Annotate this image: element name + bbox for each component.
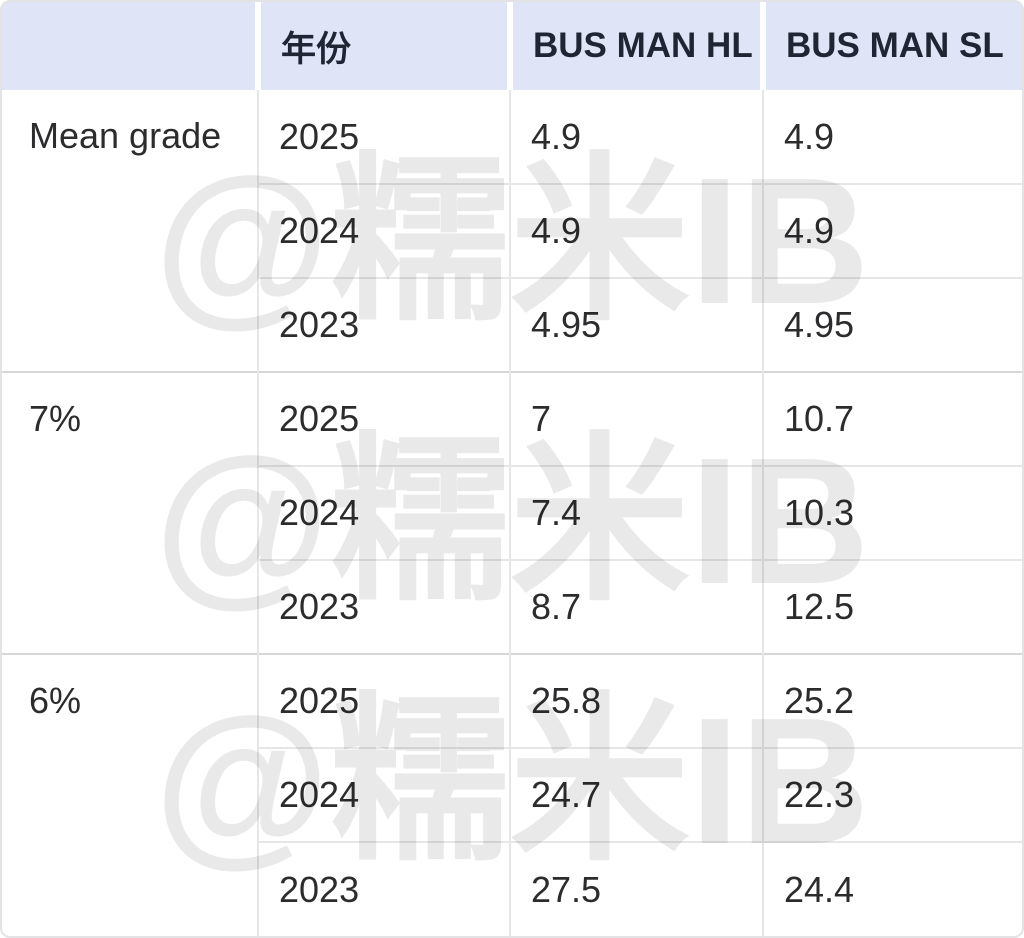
year-cell: 2025 bbox=[257, 90, 510, 184]
year-cell: 2024 bbox=[257, 465, 510, 560]
sl-value-cell: 10.3 bbox=[762, 465, 1022, 560]
table-row: 2024 4.9 4.9 bbox=[2, 183, 1022, 278]
year-cell: 2025 bbox=[257, 371, 510, 466]
year-cell: 2024 bbox=[257, 747, 510, 842]
year-cell: 2023 bbox=[257, 277, 510, 372]
table-row: 2023 4.95 4.95 bbox=[2, 277, 1022, 372]
table-row: 7% 2025 7 10.7 bbox=[2, 371, 1022, 654]
year-cell: 2024 bbox=[257, 183, 510, 278]
table-row: 2023 27.5 24.4 bbox=[2, 841, 1022, 936]
sl-value-cell: 12.5 bbox=[762, 559, 1022, 654]
hl-value-cell: 4.95 bbox=[509, 277, 763, 372]
hl-value-cell: 25.8 bbox=[509, 653, 763, 748]
sl-value-cell: 25.2 bbox=[762, 653, 1022, 748]
hl-value-cell: 8.7 bbox=[509, 559, 763, 654]
table-row: 2023 8.7 12.5 bbox=[2, 559, 1022, 654]
table-row: 2024 7.4 10.3 bbox=[2, 465, 1022, 560]
sl-value-cell: 24.4 bbox=[762, 841, 1022, 936]
sl-value-cell: 10.7 bbox=[762, 371, 1022, 466]
table-row: 6% 2025 25.8 25.2 bbox=[2, 653, 1022, 936]
table-row: Mean grade 2025 4.9 4.9 bbox=[2, 90, 1022, 372]
year-cell: 2023 bbox=[257, 841, 510, 936]
sl-value-cell: 4.95 bbox=[762, 277, 1022, 372]
sl-value-cell: 22.3 bbox=[762, 747, 1022, 842]
year-cell: 2025 bbox=[257, 653, 510, 748]
header-year: 年份 bbox=[255, 2, 510, 90]
group-label-mean-grade: Mean grade bbox=[2, 90, 258, 372]
header-empty bbox=[2, 2, 258, 90]
group-label-7-percent: 7% bbox=[2, 371, 258, 654]
table-header-row: 年份 BUS MAN HL BUS MAN SL bbox=[2, 2, 1022, 90]
hl-value-cell: 4.9 bbox=[509, 90, 763, 184]
table-row: 2024 24.7 22.3 bbox=[2, 747, 1022, 842]
hl-value-cell: 24.7 bbox=[509, 747, 763, 842]
sl-value-cell: 4.9 bbox=[762, 183, 1022, 278]
hl-value-cell: 7.4 bbox=[509, 465, 763, 560]
year-cell: 2023 bbox=[257, 559, 510, 654]
header-bus-man-hl: BUS MAN HL bbox=[507, 2, 763, 90]
group-label-6-percent: 6% bbox=[2, 653, 258, 936]
hl-value-cell: 4.9 bbox=[509, 183, 763, 278]
header-bus-man-sl: BUS MAN SL bbox=[760, 2, 1022, 90]
hl-value-cell: 7 bbox=[509, 371, 763, 466]
hl-value-cell: 27.5 bbox=[509, 841, 763, 936]
sl-value-cell: 4.9 bbox=[762, 90, 1022, 184]
